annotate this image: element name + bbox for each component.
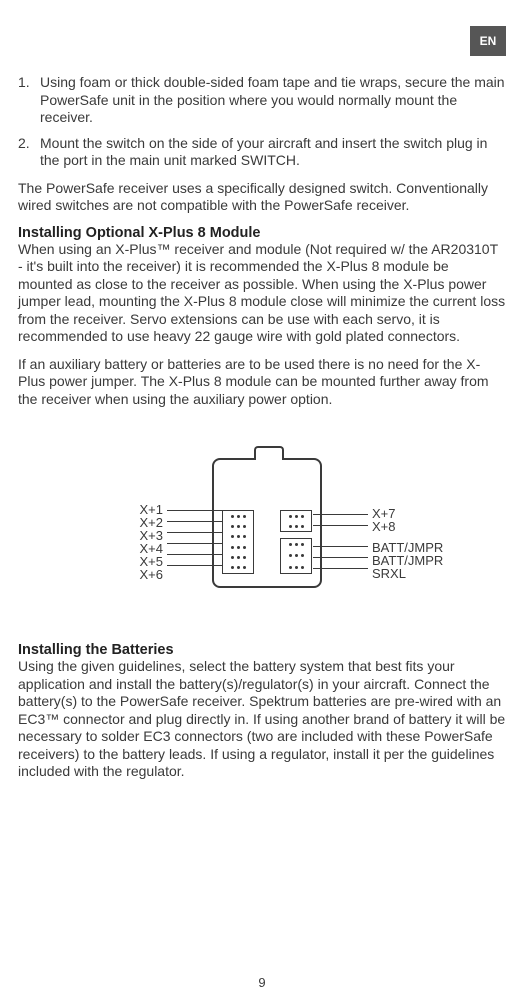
pin-label-x6: X+6	[133, 567, 163, 582]
step-2: Mount the switch on the side of your air…	[18, 135, 506, 170]
xplus-diagram: X+1 X+2 X+3 X+4 X+5 X+6 X+7 X+8 BATT/JMP…	[18, 418, 506, 628]
batteries-title: Installing the Batteries	[18, 642, 506, 658]
pin-label-x8: X+8	[372, 519, 396, 534]
switch-note: The PowerSafe receiver uses a specifical…	[18, 180, 506, 215]
xplus-para-2: If an auxiliary battery or batteries are…	[18, 356, 506, 409]
xplus-title: Installing Optional X-Plus 8 Module	[18, 225, 506, 241]
pin-label-srxl: SRXL	[372, 566, 406, 581]
batteries-para: Using the given guidelines, select the b…	[18, 658, 506, 781]
language-tab: EN	[470, 26, 506, 56]
module-outline	[212, 458, 322, 588]
install-steps: Using foam or thick double-sided foam ta…	[18, 74, 506, 170]
step-1: Using foam or thick double-sided foam ta…	[18, 74, 506, 127]
page-content: Using foam or thick double-sided foam ta…	[18, 74, 506, 781]
page-number: 9	[0, 975, 524, 990]
xplus-para-1: When using an X-Plus™ receiver and modul…	[18, 241, 506, 346]
